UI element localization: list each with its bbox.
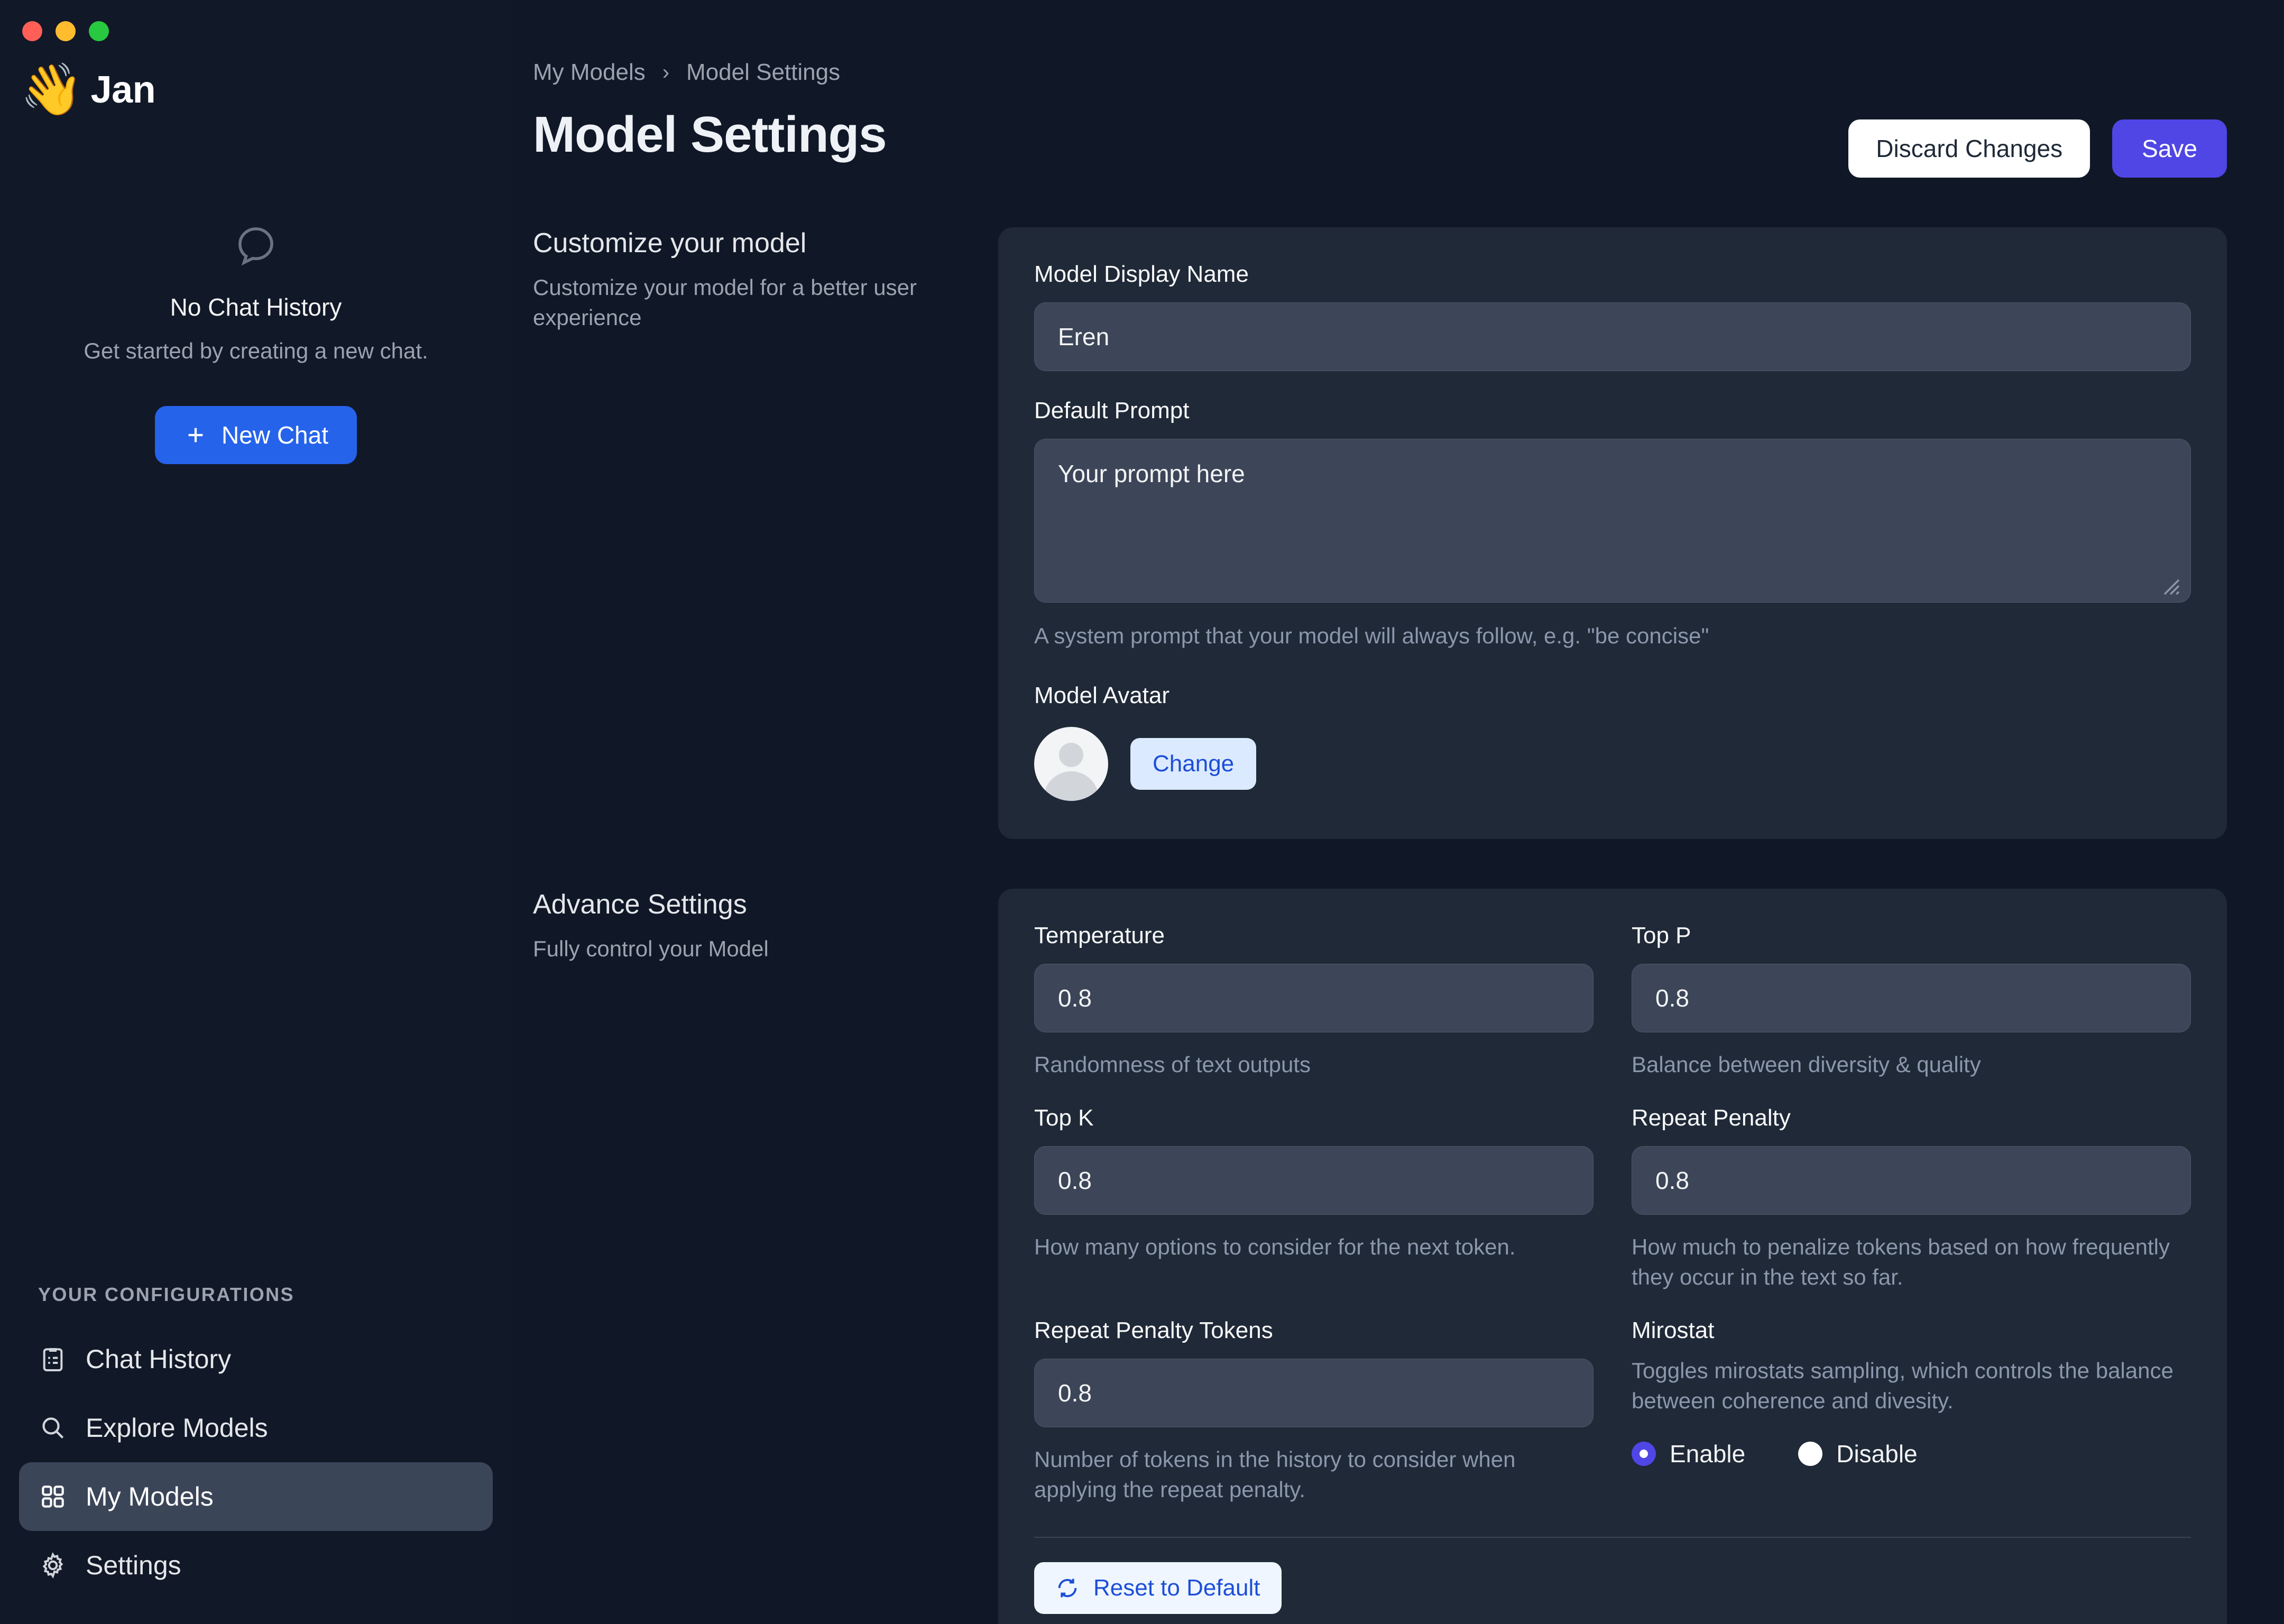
section-description: Customize your model for a better user e… [533,275,917,330]
default-prompt-label: Default Prompt [1034,398,1190,423]
avatar-body-shape [1044,771,1099,801]
mirostat-radio-group: Enable Disable [1632,1440,2191,1468]
page-title: Model Settings [533,106,887,163]
customize-model-card: Model Display Name Default Prompt A syst… [998,227,2227,839]
reset-to-default-button[interactable]: Reset to Default [1034,1562,1282,1614]
default-prompt-field: Default Prompt A system prompt that your… [1034,398,2191,649]
sidebar-item-label: Explore Models [86,1413,268,1443]
window-close-button[interactable] [22,21,42,41]
model-avatar-label: Model Avatar [1034,682,1170,708]
repeat-penalty-field: Repeat Penalty How much to penalize toke… [1632,1105,2191,1292]
top-k-field: Top K How many options to consider for t… [1034,1105,1594,1292]
section-description: Fully control your Model [533,936,769,961]
change-avatar-button[interactable]: Change [1130,738,1257,790]
top-p-helper: Balance between diversity & quality [1632,1052,1981,1077]
top-k-helper: How many options to consider for the nex… [1034,1234,1516,1260]
model-display-name-input[interactable] [1034,302,2191,371]
model-display-name-label: Model Display Name [1034,261,1249,287]
sidebar-item-chat-history[interactable]: Chat History [19,1325,493,1394]
repeat-penalty-helper: How much to penalize tokens based on how… [1632,1234,2170,1290]
temperature-field: Temperature Randomness of text outputs [1034,922,1594,1079]
customize-model-section: Customize your model Customize your mode… [533,227,2227,839]
header-actions: Discard Changes Save [1848,106,2227,178]
app-name: Jan [90,69,156,111]
discard-changes-button[interactable]: Discard Changes [1848,119,2090,178]
sidebar-item-label: My Models [86,1482,214,1511]
breadcrumb-parent[interactable]: My Models [533,59,646,85]
mirostat-enable-label: Enable [1670,1440,1746,1468]
sidebar-item-label: Chat History [86,1344,232,1374]
repeat-penalty-tokens-input[interactable] [1034,1359,1594,1428]
model-display-name-field: Model Display Name [1034,261,2191,371]
advance-settings-section: Advance Settings Fully control your Mode… [533,889,2227,1624]
advance-settings-card: Temperature Randomness of text outputs T… [998,889,2227,1624]
radio-button-disable[interactable] [1798,1441,1823,1466]
default-prompt-helper: A system prompt that your model will alw… [1034,623,1709,648]
customize-section-aside: Customize your model Customize your mode… [533,227,998,839]
refresh-icon [1058,1579,1077,1597]
app-brand: 👋 Jan [0,41,512,115]
sidebar-item-my-models[interactable]: My Models [19,1462,493,1531]
temperature-helper: Randomness of text outputs [1034,1052,1311,1077]
empty-state-title: No Chat History [170,293,342,321]
search-icon [42,1417,64,1439]
mirostat-enable-option[interactable]: Enable [1632,1440,1745,1468]
default-prompt-textarea[interactable] [1034,439,2191,603]
repeat-penalty-input[interactable] [1632,1146,2191,1215]
mirostat-label: Mirostat [1632,1317,1715,1344]
gear-icon [42,1552,63,1579]
repeat-penalty-tokens-helper: Number of tokens in the history to consi… [1034,1447,1516,1502]
mirostat-field: Mirostat Toggles mirostats sampling, whi… [1632,1317,2191,1505]
main-content: My Models › Model Settings Model Setting… [512,0,2284,1624]
configurations-header: YOUR CONFIGURATIONS [38,1284,294,1305]
configurations-nav: YOUR CONFIGURATIONS Chat History Explore… [0,1284,512,1624]
temperature-label: Temperature [1034,922,1165,948]
grid-icon [42,1485,64,1508]
sidebar-item-label: Settings [86,1551,181,1580]
repeat-penalty-tokens-field: Repeat Penalty Tokens Number of tokens i… [1034,1317,1594,1505]
breadcrumb-current: Model Settings [686,59,841,85]
radio-button-enable[interactable] [1632,1441,1656,1466]
section-title: Advance Settings [533,889,747,920]
top-p-field: Top P Balance between diversity & qualit… [1632,922,2191,1079]
sidebar: 👋 Jan No Chat History Get started by cre… [0,0,512,1624]
window-maximize-button[interactable] [89,21,109,41]
section-title: Customize your model [533,228,807,259]
new-chat-button[interactable]: New Chat [155,406,357,464]
clipboard-list-icon [43,1348,63,1371]
avatar[interactable] [1034,727,1108,801]
top-k-input[interactable] [1034,1146,1594,1215]
waving-hand-icon: 👋 [20,61,84,118]
mirostat-disable-label: Disable [1836,1440,1918,1468]
window-traffic-lights [0,0,512,41]
advance-section-aside: Advance Settings Fully control your Mode… [533,889,998,1624]
temperature-input[interactable] [1034,964,1594,1032]
top-p-input[interactable] [1632,964,2191,1032]
mirostat-disable-option[interactable]: Disable [1798,1440,1918,1468]
chat-history-empty-state: No Chat History Get started by creating … [0,221,512,464]
breadcrumb: My Models › Model Settings [533,59,2227,86]
window-minimize-button[interactable] [56,21,76,41]
repeat-penalty-label: Repeat Penalty [1632,1105,1791,1131]
top-p-label: Top P [1632,922,1691,948]
top-k-label: Top K [1034,1105,1094,1131]
sidebar-item-explore-models[interactable]: Explore Models [19,1394,493,1462]
repeat-penalty-tokens-label: Repeat Penalty Tokens [1034,1317,1273,1344]
save-button[interactable]: Save [2112,119,2227,178]
chat-bubble-icon [238,227,273,266]
avatar-head-shape [1059,743,1083,767]
sidebar-item-settings[interactable]: Settings [19,1531,493,1600]
reset-to-default-label: Reset to Default [1093,1574,1260,1601]
chevron-right-icon: › [662,60,670,84]
empty-state-subtitle: Get started by creating a new chat. [84,338,428,363]
new-chat-label: New Chat [222,421,328,449]
plus-icon [188,428,203,442]
card-divider [1034,1536,2191,1538]
mirostat-description: Toggles mirostats sampling, which contro… [1632,1358,2174,1414]
